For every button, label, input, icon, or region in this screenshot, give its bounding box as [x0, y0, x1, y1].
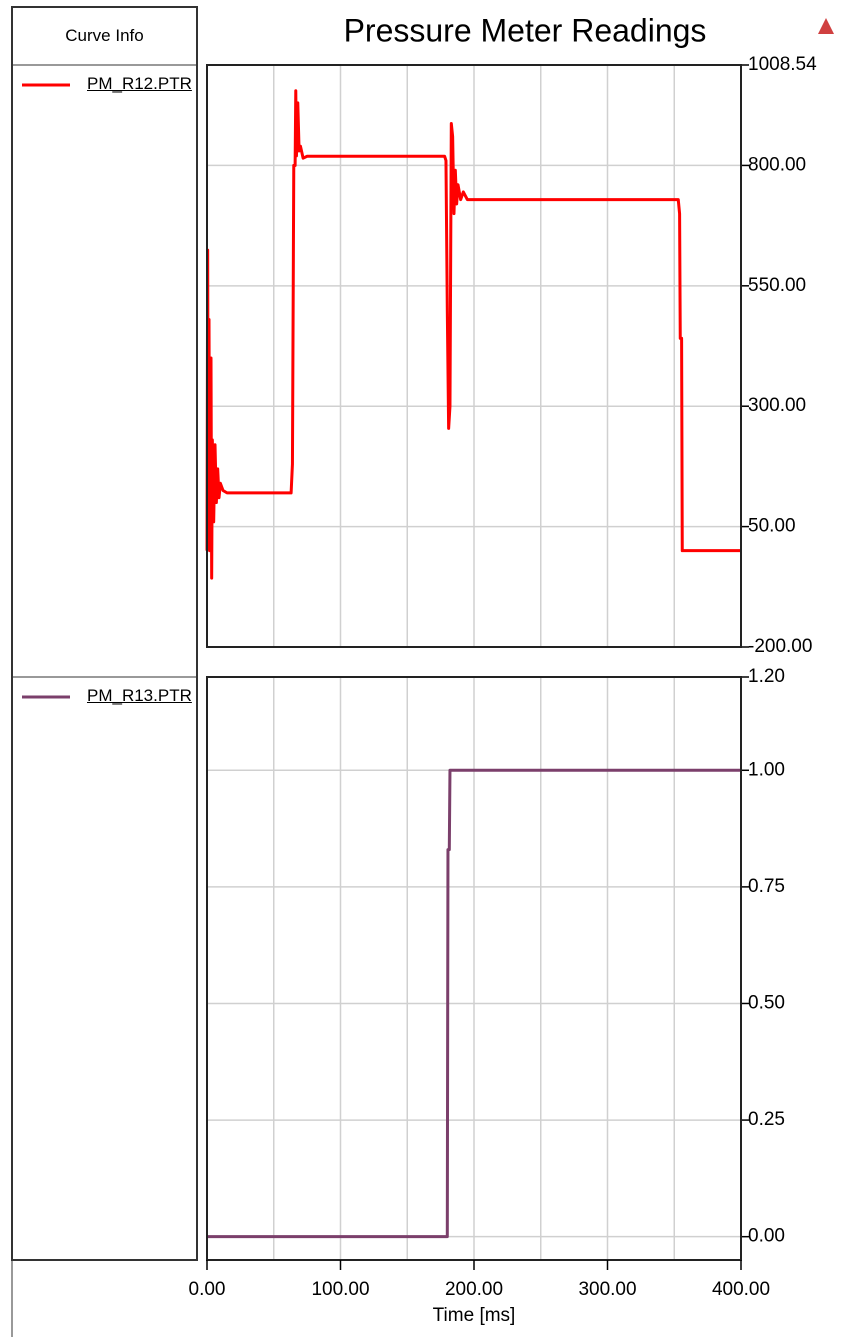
y-tick-label: 800.00 [748, 154, 806, 175]
legend-label: PM_R13.PTR [87, 686, 192, 705]
y-tick-label: 1.20 [748, 666, 785, 687]
y-tick-label: 0.75 [748, 876, 785, 897]
y-tick-label: 550.00 [748, 275, 806, 296]
legend-label: PM_R12.PTR [87, 74, 192, 93]
plot-frame [206, 64, 742, 648]
legend-frame [11, 6, 198, 1261]
x-tick-label: 300.00 [578, 1279, 636, 1300]
y-tick-label: -200.00 [748, 636, 812, 657]
x-tick-label: 0.00 [189, 1279, 226, 1300]
y-tick-label: 1008.54 [748, 54, 817, 75]
y-tick-label: 300.00 [748, 395, 806, 416]
legend-header: Curve Info [65, 26, 144, 45]
series-line [207, 768, 741, 1239]
y-tick-label: 1.00 [748, 759, 785, 780]
x-tick-label: 100.00 [311, 1279, 369, 1300]
chart-title: Pressure Meter Readings [344, 12, 707, 48]
y-tick-label: 0.00 [748, 1226, 785, 1247]
icon [818, 18, 834, 34]
y-tick-label: 50.00 [748, 516, 796, 537]
y-tick-label: 0.25 [748, 1109, 785, 1130]
x-axis-label: Time [ms] [433, 1305, 516, 1326]
y-tick-label: 0.50 [748, 992, 785, 1013]
x-tick-label: 200.00 [445, 1279, 503, 1300]
series-line [205, 89, 741, 580]
x-tick-label: 400.00 [712, 1279, 770, 1300]
